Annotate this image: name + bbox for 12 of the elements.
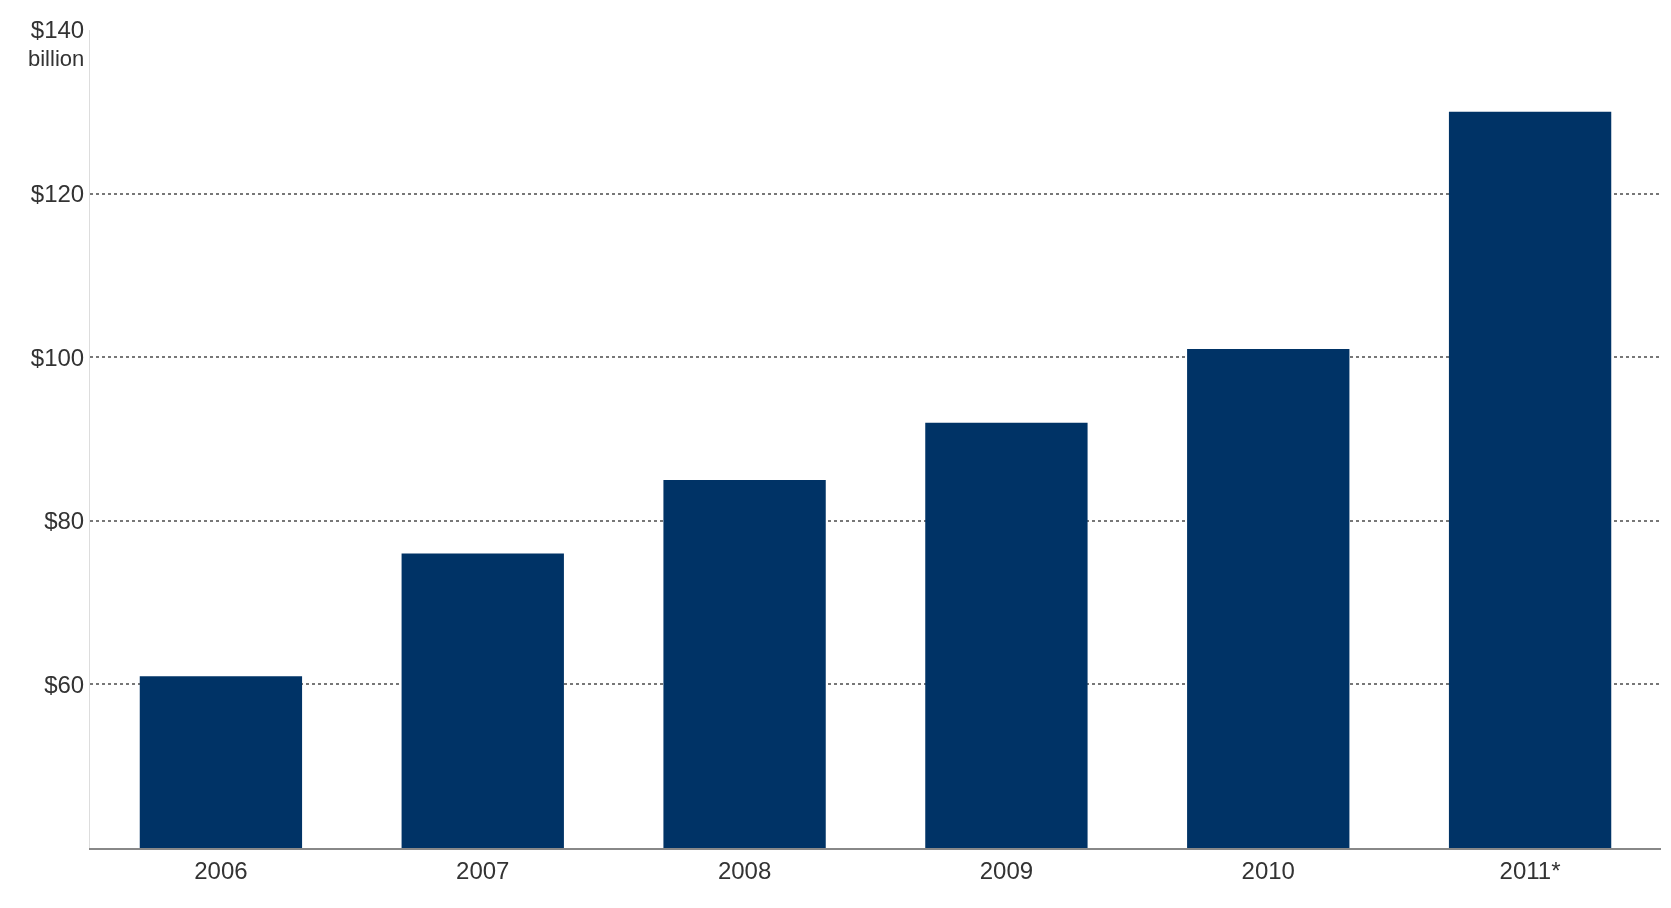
y-tick-label: $120 [30,180,85,207]
y-tick-label: $60 [44,670,85,698]
y-tick-label: $80 [44,507,85,535]
x-tick-label: 2010 [1241,856,1295,884]
x-tick-label: 2011* [1499,856,1561,884]
x-tick-label: 2008 [717,856,772,884]
y-axis-title: billion [28,46,85,71]
x-tick-label: 2009 [979,856,1034,884]
x-tick-label: 2006 [194,856,248,884]
y-tick-label: $100 [30,343,85,371]
y-tick-label: $140 [30,16,85,44]
x-tick-label: 2007 [456,856,510,884]
